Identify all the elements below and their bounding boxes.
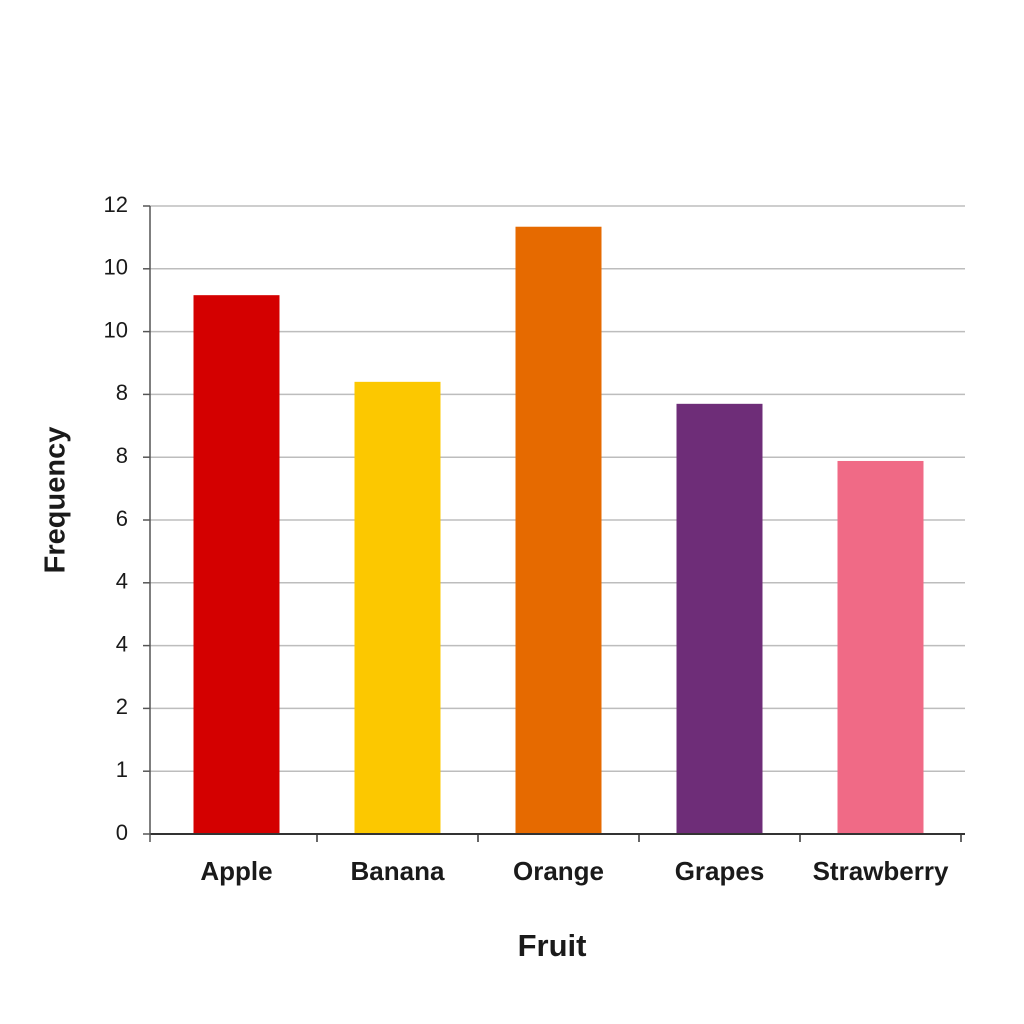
x-tick-label: Orange <box>513 856 604 886</box>
y-tick-label: 12 <box>104 192 128 217</box>
x-tick-label: Banana <box>351 856 445 886</box>
y-tick-label: 1 <box>116 757 128 782</box>
x-tick-label: Strawberry <box>813 856 949 886</box>
bar <box>354 381 441 834</box>
y-tick-label: 4 <box>116 631 128 656</box>
y-tick-label: 8 <box>116 443 128 468</box>
x-tick-label: Grapes <box>675 856 765 886</box>
y-tick-label: 8 <box>116 380 128 405</box>
y-tick-label: 4 <box>116 569 128 594</box>
y-tick-label: 10 <box>104 317 128 342</box>
x-tick-label: Apple <box>200 856 272 886</box>
bar <box>515 226 602 834</box>
bar <box>193 295 280 834</box>
x-axis-title: Fruit <box>518 928 587 963</box>
bar <box>837 460 924 834</box>
y-tick-label: 0 <box>116 820 128 845</box>
bar <box>676 403 763 834</box>
y-tick-label: 6 <box>116 506 128 531</box>
y-tick-label: 2 <box>116 694 128 719</box>
y-axis-title: Frequency <box>40 427 72 574</box>
y-tick-label: 10 <box>104 255 128 280</box>
